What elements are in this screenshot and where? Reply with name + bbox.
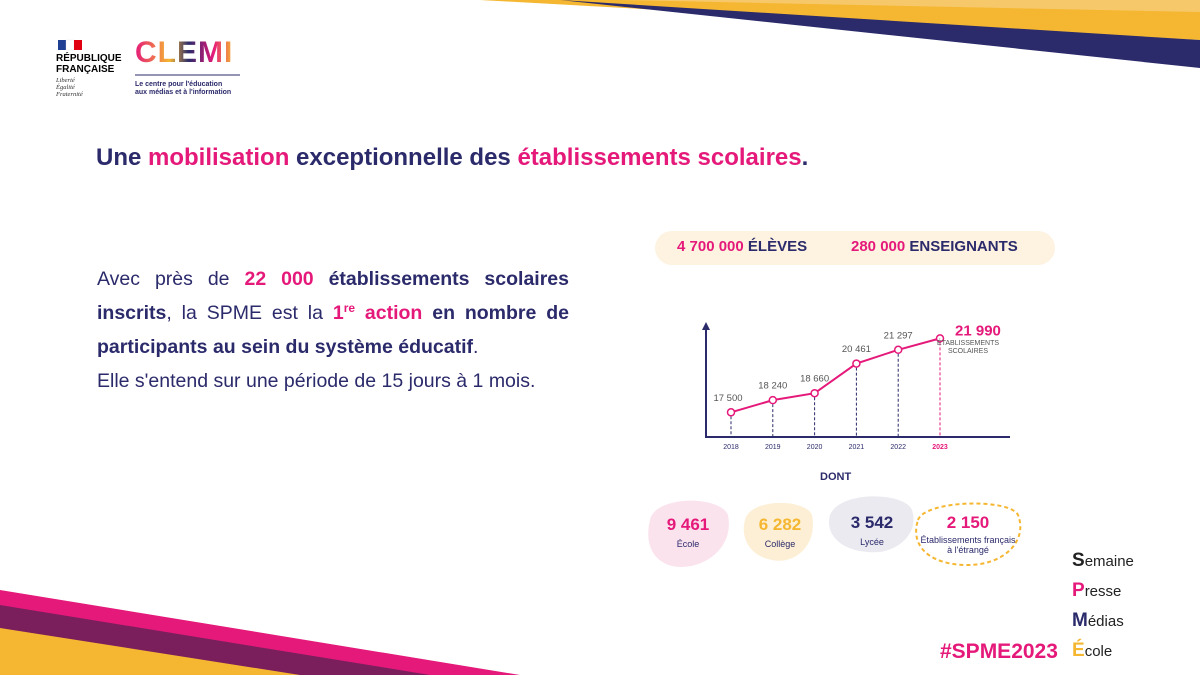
body-text: Avec près de 22 000 établissements scola…	[97, 262, 569, 398]
logo-initial: S	[1072, 550, 1085, 571]
motto-line: Fraternité	[56, 91, 83, 98]
run: .	[473, 336, 479, 358]
motto: Liberté Égalité Fraternité	[56, 77, 83, 98]
stat-number: 4 700 000	[677, 238, 744, 255]
label-line: Lycée	[860, 537, 884, 547]
spme-logo: Semaine Presse Médias École	[1072, 546, 1144, 666]
point	[852, 359, 861, 368]
logo-word: Médias	[1072, 606, 1144, 636]
point	[810, 388, 819, 398]
value-label: 17 500	[713, 393, 742, 404]
run: en nombre de participants au sein du sys…	[97, 302, 570, 358]
point	[768, 395, 778, 405]
tagline-line: aux médias et à l'information	[135, 89, 232, 96]
logo-initial: P	[1072, 580, 1085, 601]
breakdown-number: 3 542	[850, 513, 894, 532]
run: établissements scolaires inscrits	[97, 268, 569, 324]
x-tick-label: 2019	[765, 444, 781, 451]
blob	[648, 500, 729, 567]
stat: 4 700 000 ÉLÈVES	[677, 238, 807, 255]
tagline-line: Le centre pour l'éducation	[135, 81, 223, 88]
title-run: .	[801, 144, 809, 171]
logo-word: Presse	[1072, 576, 1144, 606]
logo-initial: É	[1072, 640, 1085, 661]
run: 22 000	[244, 268, 314, 290]
breakdown-number: 2 150	[946, 513, 990, 532]
paragraph: Elle s'entend sur une période de 15 jour…	[97, 370, 536, 392]
breakdown-number: 9 461	[666, 515, 710, 534]
hashtag: #SPME2023	[940, 640, 1058, 663]
x-tick-label: 2022	[890, 444, 906, 451]
stat-label: ÉLÈVES	[747, 238, 808, 255]
point	[935, 334, 945, 343]
stripe	[560, 0, 1200, 68]
annotation: SCOLAIRES	[948, 348, 988, 355]
value-label: 18 240	[758, 381, 787, 392]
x-tick-label: 2018	[723, 444, 739, 451]
run: Avec près de	[97, 268, 245, 290]
logo-rest: édias	[1087, 613, 1124, 630]
blob	[743, 502, 813, 561]
republic: RÉPUBLIQUE FRANÇAISE	[56, 53, 122, 75]
run: action	[355, 302, 423, 324]
title-run: exceptionnelle des	[289, 144, 518, 171]
logo-rest: cole	[1084, 643, 1113, 660]
value-label: 18 660	[800, 374, 829, 385]
run: re	[343, 301, 356, 315]
logo-rest: emaine	[1084, 553, 1134, 570]
label-line: École	[676, 539, 700, 549]
breakdown-heading: DONT	[820, 471, 852, 483]
stripe	[0, 628, 300, 675]
paragraph: Avec près de 22 000 établissements scola…	[97, 262, 569, 364]
value-label: 20 461	[842, 344, 871, 355]
point	[726, 408, 736, 417]
line	[730, 337, 941, 414]
breakdown-label: Collège	[720, 539, 840, 549]
republic-line: RÉPUBLIQUE	[56, 53, 122, 64]
logo-word: Semaine	[1072, 546, 1144, 576]
value-label: 21 990	[955, 322, 1001, 339]
flag	[74, 40, 82, 50]
logo-initial: M	[1072, 610, 1088, 631]
slide-title: Une mobilisation exceptionnelle des étab…	[96, 144, 808, 172]
clemi-logo: CLEMI	[135, 36, 234, 69]
label-line: Établissements français	[920, 535, 1016, 545]
breakdown-label: Lycée	[812, 537, 932, 547]
breakdown-number: 6 282	[758, 515, 802, 534]
label-line: à l'étrangé	[947, 545, 989, 555]
breakdown-label: Établissements français à l'étrangé	[908, 535, 1028, 555]
stats-band	[655, 231, 1055, 265]
point	[893, 345, 903, 355]
breakdown-label: École	[628, 539, 748, 549]
axis-arrow	[702, 322, 710, 330]
blob	[915, 502, 1022, 567]
logo-word: École	[1072, 636, 1144, 666]
motto-line: Égalité	[56, 84, 75, 91]
flag	[58, 40, 66, 50]
title-run: mobilisation	[148, 144, 290, 171]
republic-line: FRANÇAISE	[56, 64, 115, 75]
run: , la SPME est la	[166, 302, 333, 324]
clemi-tagline: Le centre pour l'éducation aux médias et…	[135, 81, 231, 97]
label-line: Collège	[764, 539, 796, 549]
x-tick-label: 2020	[807, 444, 823, 451]
x-tick-label: 2021	[849, 444, 865, 451]
stat-number: 280 000	[851, 238, 906, 255]
annotation: ÉTABLISSEMENTS	[937, 338, 999, 347]
blob	[828, 496, 914, 553]
x-tick-label: 2023	[932, 444, 948, 451]
run: 1	[332, 302, 344, 324]
motto-line: Liberté	[56, 77, 75, 84]
value-label: 21 297	[884, 330, 913, 341]
title-run: établissements scolaires	[517, 144, 802, 171]
stripe	[620, 0, 1200, 12]
stat-label: ENSEIGNANTS	[909, 238, 1018, 255]
title-run: Une	[96, 144, 149, 171]
stat: 280 000 ENSEIGNANTS	[851, 238, 1018, 255]
logo-rest: resse	[1084, 583, 1122, 600]
